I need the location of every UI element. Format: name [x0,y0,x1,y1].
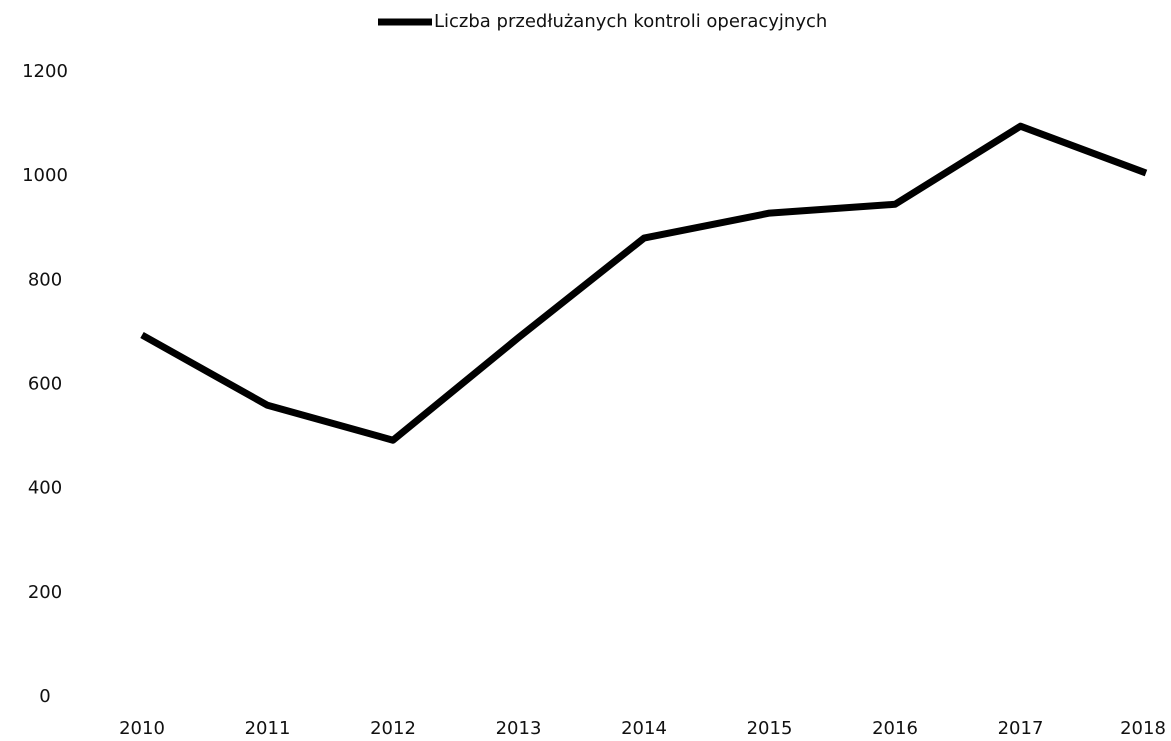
y-tick-label: 1200 [22,61,68,82]
x-tick-label: 2017 [998,718,1044,739]
x-tick-label: 2016 [872,718,918,739]
x-tick-label: 2010 [119,718,165,739]
x-tick-label: 2015 [747,718,793,739]
y-tick-label: 1000 [22,165,68,186]
x-tick-label: 2014 [621,718,667,739]
y-tick-label: 400 [28,478,62,499]
x-tick-label: 2012 [370,718,416,739]
y-tick-label: 0 [39,686,50,707]
x-tick-label: 2013 [496,718,542,739]
y-tick-label: 200 [28,582,62,603]
data-line [140,122,1148,444]
legend-label: Liczba przedłużanych kontroli operacyjny… [434,11,827,32]
x-tick-label: 2011 [245,718,291,739]
x-tick-label: 2018 [1120,718,1166,739]
y-tick-label: 600 [28,374,62,395]
y-tick-label: 800 [28,269,62,290]
